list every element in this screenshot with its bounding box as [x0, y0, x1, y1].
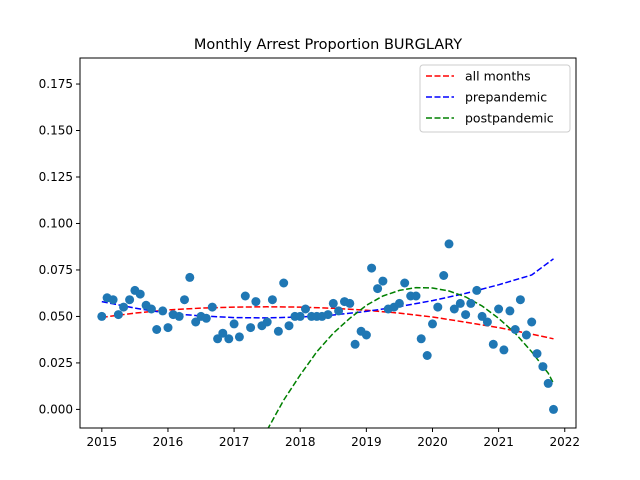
y-axis: 0.000 0.025 0.050 0.075 0.100 0.125 0.150 0.175	[39, 77, 80, 416]
data-point	[279, 278, 289, 288]
data-point	[350, 339, 360, 349]
data-point	[394, 298, 404, 308]
data-point	[527, 317, 537, 327]
data-point	[549, 404, 558, 414]
data-point	[273, 326, 283, 336]
x-tick-label: 2017	[219, 435, 250, 449]
data-point	[108, 295, 118, 305]
data-point	[449, 304, 459, 314]
data-point	[295, 311, 305, 321]
data-point	[361, 330, 371, 340]
y-tick-label: 0.100	[39, 216, 73, 230]
y-tick-label: 0.050	[39, 309, 73, 323]
data-point	[472, 285, 482, 295]
data-point	[334, 306, 344, 316]
x-axis: 2015 2016 2017 2018 2019 2020 2021 2022	[87, 428, 580, 449]
x-tick-label: 2018	[285, 435, 316, 449]
data-point	[201, 313, 211, 323]
data-point	[422, 351, 432, 360]
data-point	[416, 334, 426, 344]
data-point	[428, 319, 437, 329]
x-tick-label: 2019	[351, 435, 382, 449]
data-point	[494, 304, 504, 314]
series-layer	[101, 258, 555, 428]
data-point	[125, 295, 135, 305]
y-tick-label: 0.075	[39, 263, 73, 277]
data-point	[367, 263, 377, 273]
data-point	[499, 345, 509, 355]
data-point	[158, 306, 168, 316]
data-point	[444, 239, 454, 249]
data-point	[461, 310, 471, 320]
x-tick-label: 2022	[549, 435, 580, 449]
data-point	[400, 278, 410, 288]
plot-frame	[79, 57, 577, 429]
data-point	[345, 298, 355, 308]
data-point	[262, 317, 272, 327]
data-point	[284, 321, 294, 331]
data-point	[538, 362, 548, 372]
data-point	[191, 317, 201, 327]
data-point	[146, 304, 156, 314]
data-point	[180, 295, 189, 305]
data-point	[234, 332, 244, 342]
x-tick-label: 2016	[153, 435, 184, 449]
y-tick-label: 0.175	[39, 77, 73, 91]
legend-box	[419, 64, 571, 133]
x-tick-label: 2020	[417, 435, 448, 449]
data-point	[543, 378, 553, 388]
y-tick-label: 0.150	[39, 124, 73, 138]
data-point	[229, 319, 239, 329]
legend: all months prepandemic postpandemic	[419, 64, 571, 133]
data-point	[267, 295, 277, 305]
data-point	[373, 284, 383, 294]
data-point	[119, 302, 129, 312]
data-point	[240, 291, 250, 301]
legend-label-postpandemic: postpandemic	[465, 111, 554, 126]
data-point	[185, 272, 195, 282]
y-tick-label: 0.000	[39, 402, 73, 416]
chart-title: Monthly Arrest Proportion BURGLARY	[194, 37, 462, 53]
data-point	[482, 317, 492, 327]
data-point	[532, 349, 542, 359]
data-point	[251, 297, 261, 307]
data-point	[152, 325, 162, 334]
data-point	[521, 330, 531, 340]
data-point	[246, 323, 256, 333]
data-point	[301, 304, 310, 314]
data-point	[328, 298, 338, 308]
data-point	[488, 339, 498, 349]
data-point	[163, 323, 173, 333]
data-point	[224, 334, 234, 344]
data-point	[515, 295, 525, 305]
data-point	[455, 298, 465, 308]
data-point	[207, 302, 217, 312]
x-tick-label: 2021	[483, 435, 514, 449]
legend-label-prepandemic: prepandemic	[465, 90, 547, 105]
legend-label-all-months: all months	[465, 69, 531, 84]
y-tick-label: 0.025	[39, 356, 73, 370]
data-point	[466, 298, 476, 308]
data-point	[439, 271, 449, 280]
data-point	[477, 311, 487, 321]
points-layer	[97, 239, 558, 414]
data-point	[174, 311, 184, 321]
data-point	[505, 306, 515, 316]
data-point	[218, 328, 228, 338]
data-point	[135, 289, 145, 299]
data-point	[411, 291, 421, 301]
data-point	[510, 325, 520, 334]
y-tick-label: 0.125	[39, 170, 73, 184]
data-point	[97, 311, 107, 321]
data-point	[113, 310, 123, 320]
data-point	[378, 276, 388, 286]
series-line-prepandemic	[101, 258, 554, 319]
x-tick-label: 2015	[87, 435, 118, 449]
data-point	[433, 302, 443, 312]
data-point	[323, 310, 333, 320]
